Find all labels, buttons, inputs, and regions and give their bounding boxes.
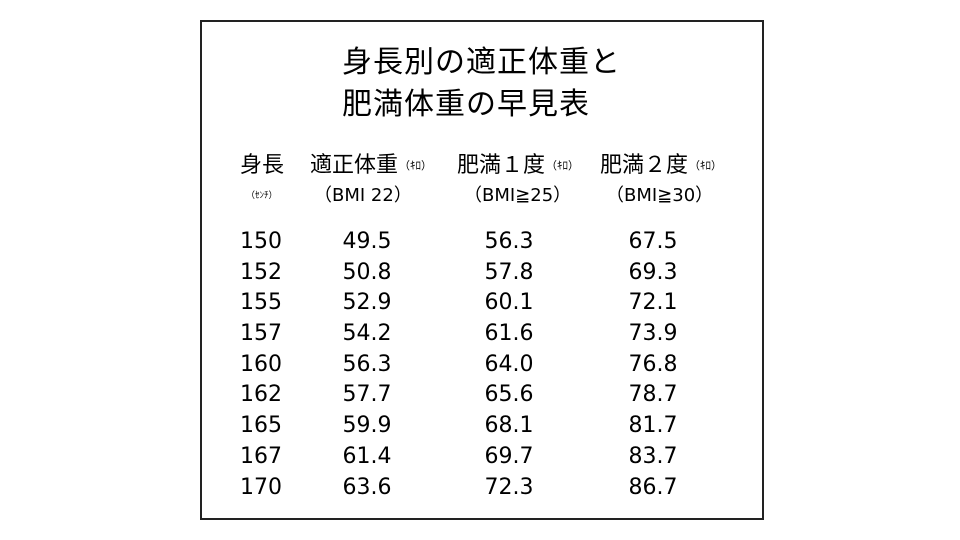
- cell-height: 150: [240, 229, 282, 254]
- cell-standard-weight: 61.4: [342, 443, 392, 469]
- cell-obesity-2: 76.8: [628, 351, 678, 377]
- cell-height: 155: [240, 290, 282, 316]
- table-title: 身長別の適正体重と 肥満体重の早見表: [342, 42, 621, 126]
- cell-standard-weight: 63.6: [342, 474, 392, 500]
- cell-height: 152: [240, 259, 282, 285]
- cell-obesity-2: 72.1: [628, 290, 678, 316]
- cell-standard-weight: 57.7: [342, 382, 392, 408]
- cell-obesity-2: 67.5: [628, 229, 678, 254]
- header-obese2-label: 肥満２度: [600, 153, 689, 178]
- table-row: 165 59.9 68.1 81.7: [202, 411, 762, 442]
- cell-obesity-1: 61.6: [484, 321, 534, 347]
- cell-height: 157: [240, 321, 282, 347]
- header-height: 身長: [240, 152, 284, 180]
- title-line-2: 肥満体重の早見表: [342, 87, 590, 122]
- header-obese1-criterion: （BMI≧25）: [464, 185, 572, 206]
- cell-obesity-2: 86.7: [628, 474, 678, 500]
- table-row: 170 63.6 72.3 86.7: [202, 473, 762, 504]
- header-obesity-2: 肥満２度（ｷﾛ）: [600, 152, 722, 180]
- cell-obesity-1: 57.8: [484, 259, 534, 285]
- cell-obesity-1: 56.3: [484, 229, 534, 254]
- header-height-unit: （ｾﾝﾁ）: [246, 191, 278, 201]
- table-row: 155 52.9 60.1 72.1: [202, 288, 762, 319]
- cell-obesity-2: 83.7: [628, 443, 678, 469]
- table-frame: 身長別の適正体重と 肥満体重の早見表 身長 （ｾﾝﾁ） 適正体重（ｷﾛ） （BM…: [200, 20, 764, 520]
- header-height-label: 身長: [240, 153, 285, 178]
- cell-obesity-2: 78.7: [628, 382, 678, 408]
- table-body: 150 49.5 56.3 67.5 152 50.8 57.8 69.3 15…: [202, 227, 762, 503]
- cell-height: 170: [240, 474, 282, 500]
- table-row: 150 49.5 56.3 67.5: [202, 227, 762, 258]
- cell-obesity-1: 69.7: [484, 443, 534, 469]
- header-standard-label: 適正体重: [310, 153, 399, 178]
- table-row: 152 50.8 57.8 69.3: [202, 258, 762, 289]
- cell-obesity-2: 69.3: [628, 259, 678, 285]
- cell-standard-weight: 52.9: [342, 290, 392, 316]
- header-obese1-label: 肥満１度: [457, 153, 546, 178]
- cell-standard-weight: 54.2: [342, 321, 392, 347]
- cell-obesity-2: 73.9: [628, 321, 678, 347]
- header-standard-unit: （ｷﾛ）: [399, 159, 433, 172]
- cell-standard-weight: 56.3: [342, 351, 392, 377]
- cell-standard-weight: 49.5: [342, 229, 392, 254]
- cell-height: 162: [240, 382, 282, 408]
- cell-standard-weight: 59.9: [342, 413, 392, 439]
- cell-obesity-1: 68.1: [484, 413, 534, 439]
- header-obese1-unit: （ｷﾛ）: [546, 159, 580, 172]
- cell-obesity-1: 72.3: [484, 474, 534, 500]
- header-obese2-criterion: （BMI≧30）: [606, 185, 714, 206]
- header-obese2-unit: （ｷﾛ）: [689, 159, 723, 172]
- table-row: 167 61.4 69.7 83.7: [202, 442, 762, 473]
- table-row: 162 57.7 65.6 78.7: [202, 380, 762, 411]
- table-row: 160 56.3 64.0 76.8: [202, 350, 762, 381]
- cell-obesity-1: 60.1: [484, 290, 534, 316]
- header-standard-criterion: （BMI 22）: [314, 185, 412, 206]
- cell-obesity-1: 65.6: [484, 382, 534, 408]
- cell-obesity-2: 81.7: [628, 413, 678, 439]
- cell-obesity-1: 64.0: [484, 351, 534, 377]
- cell-height: 160: [240, 351, 282, 377]
- title-line-1: 身長別の適正体重と: [342, 45, 621, 80]
- table-row: 157 54.2 61.6 73.9: [202, 319, 762, 350]
- header-standard-weight: 適正体重（ｷﾛ）: [310, 152, 432, 180]
- cell-height: 167: [240, 443, 282, 469]
- cell-standard-weight: 50.8: [342, 259, 392, 285]
- cell-height: 165: [240, 413, 282, 439]
- header-obesity-1: 肥満１度（ｷﾛ）: [457, 152, 579, 180]
